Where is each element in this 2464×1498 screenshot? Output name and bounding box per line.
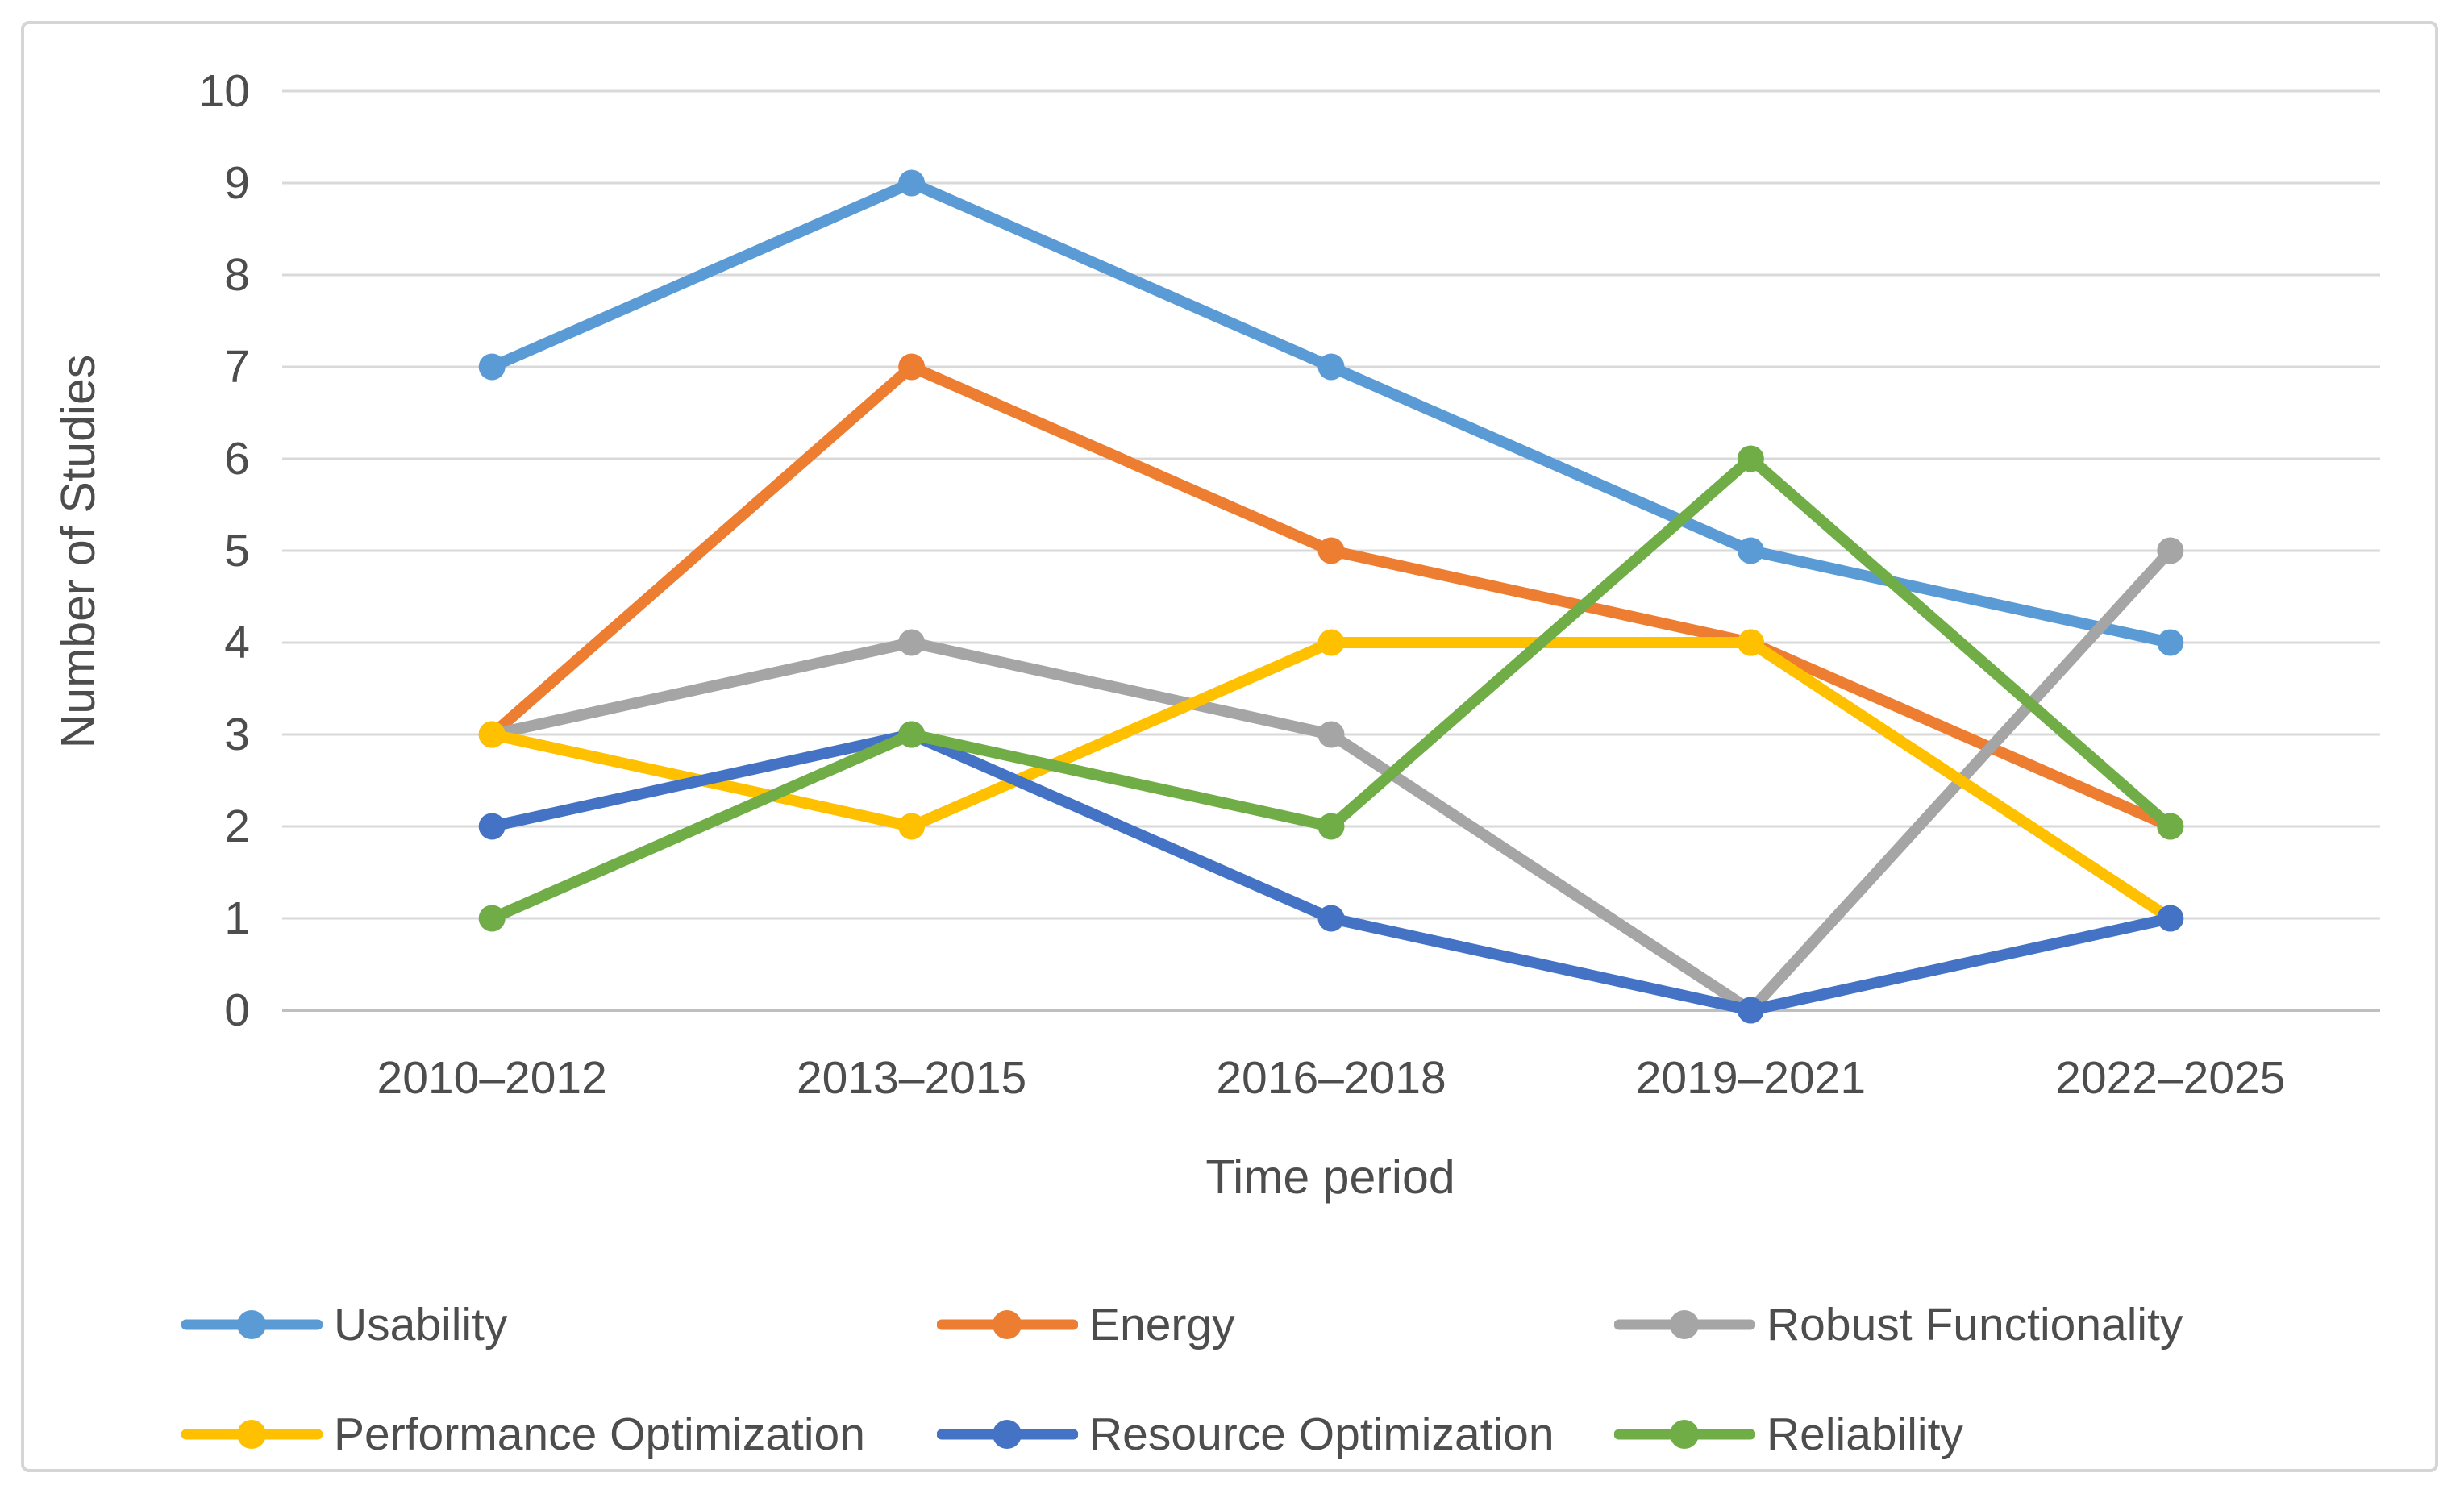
x-axis-category-label: 2022–2025 [2055, 1052, 2286, 1104]
legend-item-energy: Energy [937, 1296, 1235, 1353]
legend-label: Usability [334, 1299, 508, 1350]
legend-line-marker-icon [181, 1420, 323, 1449]
y-axis-title: Number of Studies [52, 354, 105, 749]
x-axis-category-label: 2010–2012 [377, 1052, 607, 1104]
legend-item-resource-optimization: Resource Optimization [937, 1406, 1555, 1463]
data-point-reliability-1 [478, 905, 506, 932]
legend-label: Robust Functionality [1767, 1299, 2183, 1350]
legend-line-marker-icon [1614, 1310, 1755, 1339]
series-line-usability [486, 177, 2176, 648]
y-axis-tick-label: 7 [224, 341, 250, 393]
data-point-usability-5 [2157, 629, 2184, 656]
series-line-reliability [486, 453, 2176, 924]
legend-label: Performance Optimization [334, 1409, 865, 1460]
data-point-resource-optimization-3 [1317, 905, 1345, 932]
legend-item-performance-optimization: Performance Optimization [181, 1406, 865, 1463]
legend-line-marker-icon [937, 1420, 1078, 1449]
data-point-reliability-3 [1317, 813, 1345, 840]
data-point-usability-4 [1737, 537, 1764, 564]
legend-label: Resource Optimization [1089, 1409, 1555, 1460]
data-point-usability-1 [478, 353, 506, 381]
data-point-robust-functionality-5 [2157, 537, 2184, 564]
series-line-robust-functionality [486, 545, 2176, 1016]
y-axis-tick-label: 3 [224, 709, 250, 760]
data-point-usability-3 [1317, 353, 1345, 381]
data-point-resource-optimization-1 [478, 813, 506, 840]
data-point-resource-optimization-4 [1737, 997, 1764, 1024]
data-point-energy-2 [898, 353, 926, 381]
y-axis-tick-label: 5 [224, 525, 250, 576]
y-axis-tick-label: 1 [224, 893, 250, 944]
data-point-robust-functionality-3 [1317, 721, 1345, 748]
data-point-performance-optimization-1 [478, 721, 506, 748]
chart-border-frame [21, 21, 2438, 1472]
x-axis-category-label: 2019–2021 [1635, 1052, 1867, 1104]
legend-line-marker-icon [181, 1310, 323, 1339]
legend-item-reliability: Reliability [1614, 1406, 1963, 1463]
series-line-resource-optimization [486, 729, 2176, 1016]
data-point-performance-optimization-2 [898, 813, 926, 840]
data-point-energy-3 [1317, 537, 1345, 564]
data-point-reliability-2 [898, 721, 926, 748]
y-axis-tick-label: 4 [224, 617, 250, 668]
legend-line-marker-icon [937, 1310, 1078, 1339]
x-axis-category-label: 2016–2018 [1216, 1052, 1446, 1104]
x-axis-category-label: 2013–2015 [796, 1052, 1027, 1104]
y-axis-tick-label: 2 [224, 801, 250, 852]
data-point-reliability-4 [1737, 445, 1764, 472]
data-point-usability-2 [898, 169, 926, 197]
legend-label: Reliability [1767, 1409, 1963, 1460]
y-axis-tick-label: 0 [224, 984, 250, 1036]
data-point-robust-functionality-2 [898, 629, 926, 656]
data-point-performance-optimization-4 [1737, 629, 1764, 656]
x-axis-title: Time period [1205, 1151, 1455, 1204]
data-point-reliability-5 [2157, 813, 2184, 840]
y-axis-tick-label: 6 [224, 433, 250, 485]
y-axis-tick-label: 9 [224, 157, 250, 209]
legend-label: Energy [1089, 1299, 1235, 1350]
y-axis-tick-label: 8 [224, 249, 250, 301]
legend-item-usability: Usability [181, 1296, 507, 1353]
y-axis-tick-label: 10 [198, 65, 250, 117]
data-point-resource-optimization-5 [2157, 905, 2184, 932]
data-point-performance-optimization-3 [1317, 629, 1345, 656]
legend-line-marker-icon [1614, 1420, 1755, 1449]
legend-item-robust-functionality: Robust Functionality [1614, 1296, 2183, 1353]
